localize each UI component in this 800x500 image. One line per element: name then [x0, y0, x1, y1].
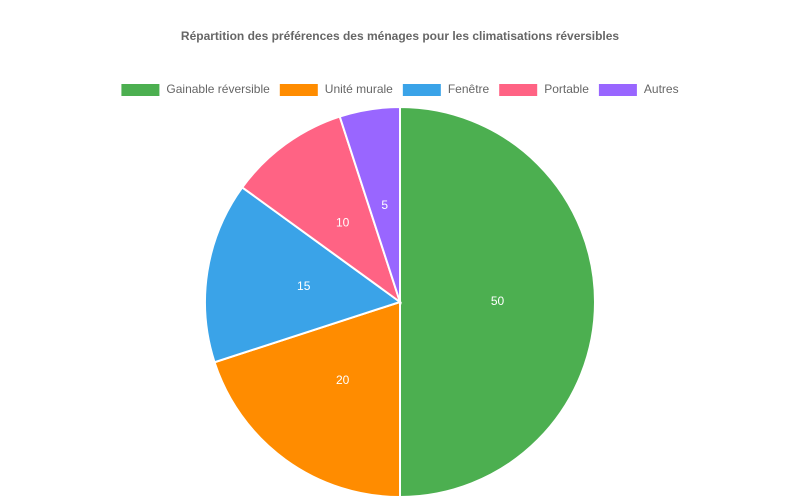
pie-slice	[399, 105, 596, 499]
pie-slice	[338, 105, 401, 303]
chart-title: Répartition des préférences des ménages …	[181, 29, 620, 43]
data-label: 15	[297, 279, 311, 293]
legend-label: Fenêtre	[448, 82, 490, 96]
legend-swatch	[598, 84, 637, 96]
data-label: 10	[336, 215, 350, 229]
pie-slice	[240, 115, 402, 305]
legend-swatch	[402, 84, 441, 96]
legend-swatch	[499, 84, 538, 96]
legend-label: Unité murale	[325, 82, 393, 96]
legend-label: Portable	[544, 82, 589, 96]
legend-swatch	[121, 84, 160, 96]
legend-label: Gainable réversible	[166, 82, 270, 96]
data-label: 50	[491, 294, 505, 308]
data-label: 5	[381, 198, 388, 212]
pie-slice	[204, 185, 403, 364]
legend: Gainable réversible Unité murale Fenêtre Po…	[121, 82, 679, 96]
pie-slice	[213, 300, 401, 499]
data-label: 20	[336, 373, 350, 387]
legend-swatch	[279, 84, 318, 96]
legend-label: Autres	[644, 82, 679, 96]
